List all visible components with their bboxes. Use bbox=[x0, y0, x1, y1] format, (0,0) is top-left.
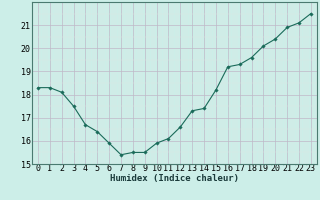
X-axis label: Humidex (Indice chaleur): Humidex (Indice chaleur) bbox=[110, 174, 239, 183]
